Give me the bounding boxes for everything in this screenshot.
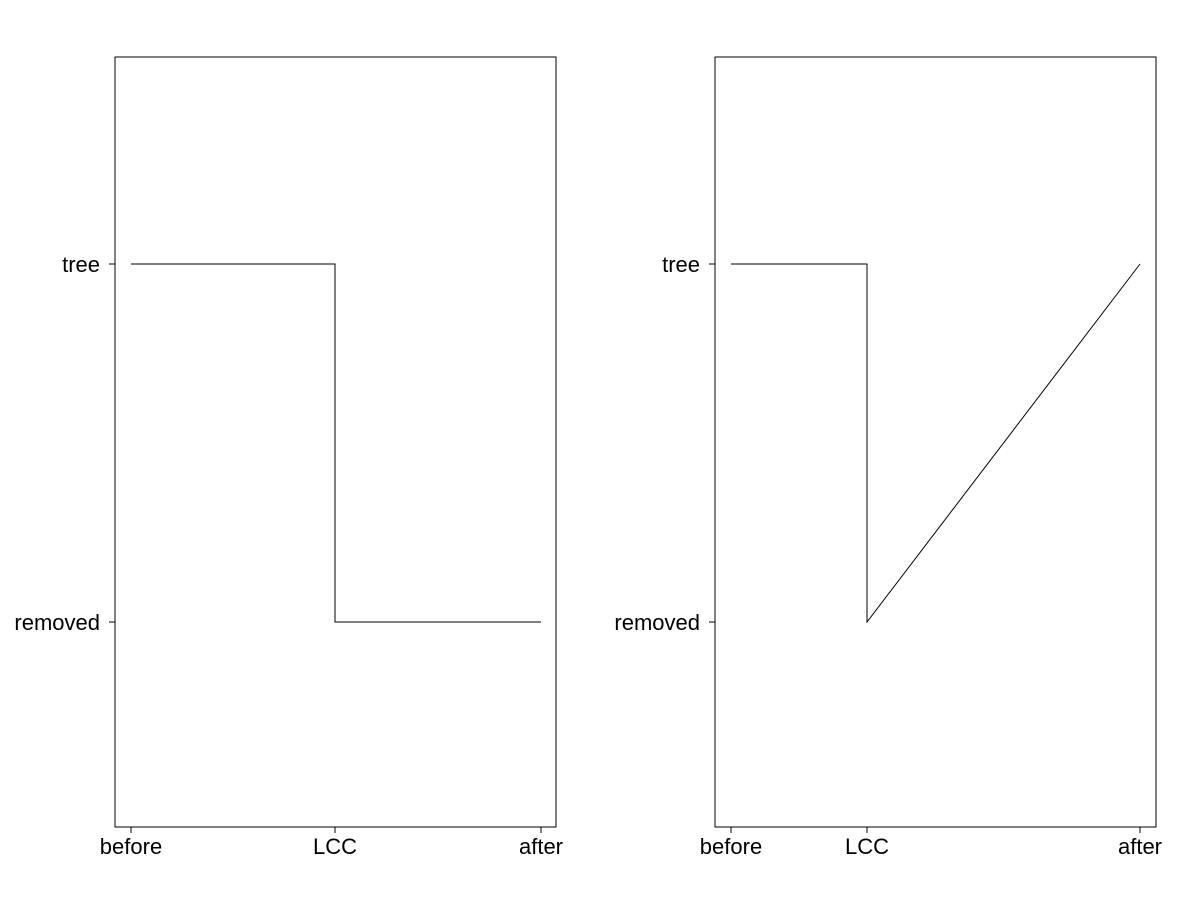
series-line — [731, 263, 1141, 624]
x-tick-label: before — [700, 834, 762, 859]
y-tick-label: tree — [62, 252, 100, 277]
plot-frame — [714, 56, 1157, 828]
y-tick-label: tree — [662, 252, 700, 277]
chart-panel-1: before LCC after removed tree — [14, 56, 563, 859]
series-line — [131, 263, 541, 623]
y-tick-label: removed — [14, 610, 100, 635]
x-tick-label: before — [100, 834, 162, 859]
chart-panel-2: before LCC after removed tree — [614, 56, 1162, 859]
x-tick-label: after — [1118, 834, 1162, 859]
y-tick-label: removed — [614, 610, 700, 635]
x-tick-label: LCC — [845, 834, 889, 859]
x-tick-label: after — [519, 834, 563, 859]
x-tick-label: LCC — [313, 834, 357, 859]
